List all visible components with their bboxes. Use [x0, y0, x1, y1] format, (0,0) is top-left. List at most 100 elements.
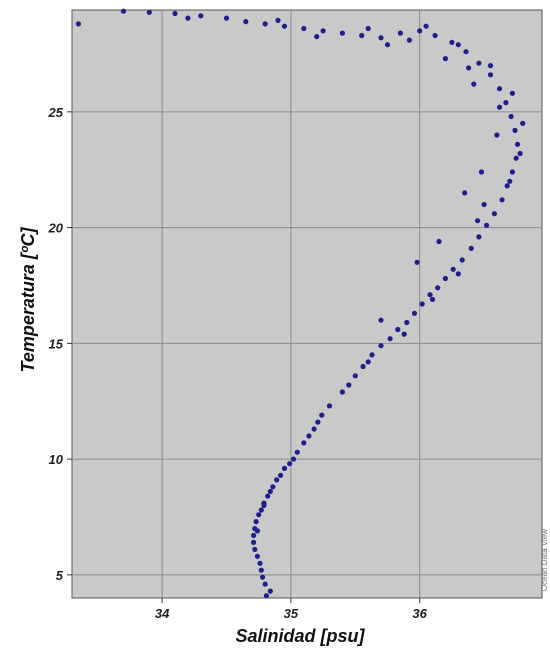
y-tick-labels: 5 10 15 20 25 — [48, 105, 64, 583]
data-point — [346, 382, 352, 388]
data-point — [251, 539, 257, 546]
data-point — [172, 10, 178, 17]
x-tick-label: 36 — [412, 606, 427, 621]
data-point — [419, 301, 425, 307]
data-point — [384, 42, 391, 48]
data-point — [261, 502, 267, 508]
data-point — [449, 39, 455, 46]
data-point — [487, 63, 494, 69]
data-point — [499, 197, 505, 203]
data-point — [275, 17, 281, 23]
data-point — [468, 245, 474, 251]
data-point — [294, 449, 300, 455]
data-point — [267, 488, 273, 495]
y-tick-label: 20 — [48, 221, 64, 236]
data-points — [75, 8, 526, 599]
y-axis-title: Temperatura [ºC] — [18, 227, 38, 373]
data-point — [459, 257, 465, 263]
data-point — [378, 343, 384, 349]
data-point — [314, 34, 320, 40]
data-point — [406, 37, 412, 43]
data-point — [352, 373, 358, 379]
data-point — [319, 412, 325, 418]
data-point — [503, 100, 509, 106]
data-point — [262, 21, 268, 27]
y-tick-label: 5 — [56, 568, 64, 583]
data-point — [315, 419, 321, 425]
data-point — [491, 211, 497, 217]
data-point — [287, 461, 293, 467]
data-point — [471, 81, 477, 87]
data-point — [185, 15, 191, 21]
data-point — [509, 169, 515, 175]
data-point — [301, 440, 307, 446]
data-point — [462, 190, 468, 196]
data-point — [339, 389, 345, 395]
data-point — [256, 512, 262, 518]
data-point — [455, 271, 461, 277]
data-point — [365, 25, 371, 32]
data-point — [258, 507, 264, 513]
data-point — [429, 296, 436, 302]
data-point — [254, 553, 260, 559]
data-point — [278, 472, 284, 478]
data-point — [517, 150, 523, 157]
data-point — [281, 23, 288, 29]
data-point — [320, 28, 326, 34]
x-tick-label: 35 — [284, 606, 299, 621]
data-point — [494, 132, 500, 138]
data-point — [265, 493, 271, 499]
y-tick-label: 25 — [48, 105, 64, 120]
data-point — [306, 433, 312, 439]
data-point — [514, 141, 521, 147]
y-tick-label: 15 — [49, 336, 64, 351]
data-point — [120, 8, 127, 14]
data-point — [270, 484, 276, 490]
data-point — [387, 336, 393, 342]
side-watermark: Ocean Data View — [540, 529, 549, 591]
data-point — [484, 222, 490, 228]
data-point — [395, 326, 401, 333]
data-point — [258, 567, 264, 573]
data-point — [404, 319, 410, 326]
data-point — [417, 28, 423, 34]
data-point — [496, 86, 503, 92]
data-point — [401, 331, 407, 337]
data-point — [223, 15, 230, 21]
x-axis-title: Salinidad [psu] — [235, 626, 365, 646]
data-point — [450, 266, 456, 272]
data-point — [397, 30, 403, 36]
data-point — [475, 218, 481, 224]
data-point — [365, 359, 371, 365]
data-point — [360, 363, 366, 370]
data-point — [198, 13, 204, 19]
data-point — [496, 104, 503, 110]
data-point — [253, 519, 259, 525]
data-point — [326, 403, 333, 409]
data-point — [262, 581, 268, 587]
data-point — [243, 19, 249, 25]
data-point — [251, 532, 257, 539]
plot-area — [71, 9, 543, 599]
data-point — [520, 120, 526, 126]
data-point — [359, 32, 365, 39]
data-point — [427, 292, 433, 298]
data-point — [311, 426, 317, 432]
data-point — [301, 25, 307, 32]
data-point — [442, 56, 448, 62]
data-point — [146, 9, 152, 15]
y-tick-label: 10 — [49, 452, 64, 467]
data-point — [508, 113, 514, 120]
data-point — [254, 528, 260, 534]
data-point — [414, 259, 420, 265]
data-point — [257, 560, 263, 566]
data-point — [476, 234, 482, 240]
data-point — [436, 238, 442, 245]
data-point — [476, 60, 482, 66]
data-point — [423, 23, 429, 29]
data-point — [507, 178, 513, 184]
data-point — [378, 35, 384, 41]
data-point — [512, 127, 518, 133]
data-point — [339, 30, 345, 36]
data-point — [504, 183, 510, 189]
